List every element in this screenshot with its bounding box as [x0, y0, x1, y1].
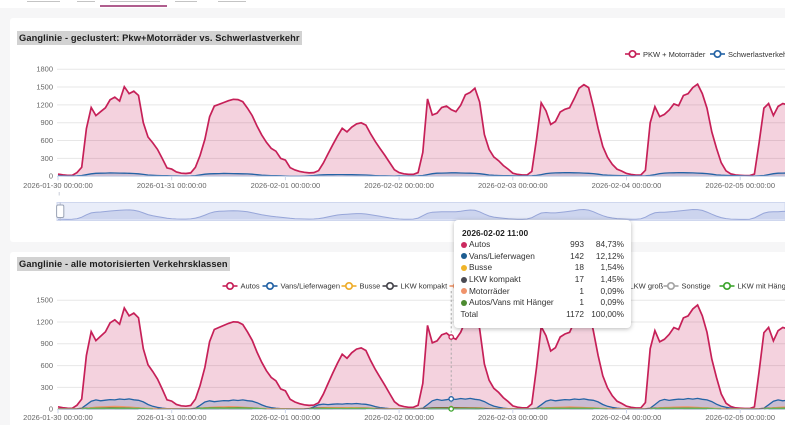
svg-text:2026-02-02 00:00:00: 2026-02-02 00:00:00: [364, 413, 434, 422]
svg-text:300: 300: [40, 154, 53, 163]
svg-text:600: 600: [40, 361, 53, 370]
svg-text:2026-02-05 00:00:00: 2026-02-05 00:00:00: [705, 181, 775, 190]
svg-text:2026-01-30 00:00:00: 2026-01-30 00:00:00: [23, 181, 93, 190]
svg-text:0: 0: [49, 172, 53, 181]
svg-text:PKW + Motorräder: PKW + Motorräder: [643, 50, 706, 59]
svg-text:600: 600: [40, 136, 53, 145]
svg-text:2026-02-01 00:00:00: 2026-02-01 00:00:00: [251, 413, 321, 422]
svg-text:1800: 1800: [36, 65, 53, 74]
svg-text:2026-02-02 00:00:00: 2026-02-02 00:00:00: [364, 181, 434, 190]
svg-text:1500: 1500: [36, 82, 53, 91]
svg-text:2026-02-04 00:00:00: 2026-02-04 00:00:00: [592, 413, 662, 422]
svg-text:Sonstige: Sonstige: [682, 282, 711, 291]
svg-text:LKW kompakt: LKW kompakt: [401, 282, 449, 291]
svg-text:Busse: Busse: [360, 282, 381, 291]
svg-text:2026-02-04 00:00:00: 2026-02-04 00:00:00: [592, 181, 662, 190]
svg-text:2026-01-31 00:00:00: 2026-01-31 00:00:00: [137, 413, 207, 422]
svg-text:2026-01-30 00:00:00: 2026-01-30 00:00:00: [23, 413, 93, 422]
svg-text:Schwerlastverkehr: Schwerlastverkehr: [728, 50, 785, 59]
svg-text:900: 900: [40, 118, 53, 127]
svg-text:LKW mit Hänger: LKW mit Hänger: [738, 282, 785, 291]
svg-text:900: 900: [40, 339, 53, 348]
svg-text:Vans/Lieferwagen: Vans/Lieferwagen: [281, 282, 340, 291]
svg-text:2026-01-31 00:00:00: 2026-01-31 00:00:00: [137, 181, 207, 190]
svg-text:300: 300: [40, 383, 53, 392]
svg-text:2026-02-01 00:00:00: 2026-02-01 00:00:00: [251, 181, 321, 190]
svg-text:1500: 1500: [36, 296, 53, 305]
svg-text:1200: 1200: [36, 317, 53, 326]
svg-text:2026-02-05 00:00:00: 2026-02-05 00:00:00: [705, 413, 775, 422]
svg-text:2026-02-03 00:00:00: 2026-02-03 00:00:00: [478, 181, 548, 190]
svg-text:Autos: Autos: [241, 282, 260, 291]
svg-text:LKW groß: LKW groß: [630, 282, 664, 291]
svg-text:0: 0: [49, 405, 53, 414]
svg-text:2026-02-03 00:00:00: 2026-02-03 00:00:00: [478, 413, 548, 422]
svg-text:1200: 1200: [36, 100, 53, 109]
